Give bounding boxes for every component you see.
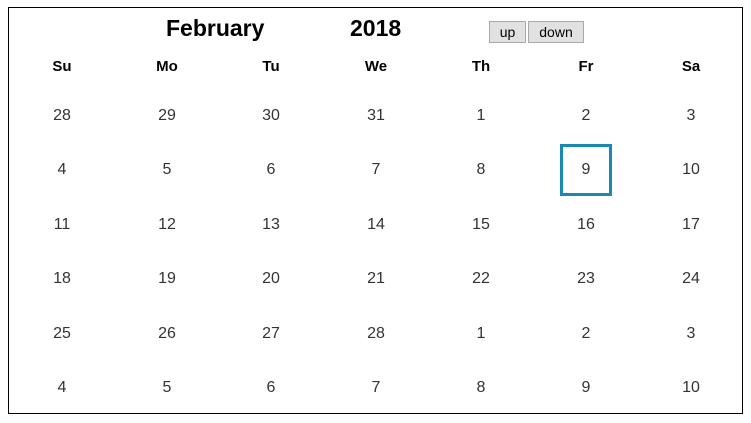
day-cell[interactable]: 3 bbox=[686, 107, 696, 124]
weekday-su: Su bbox=[52, 58, 72, 75]
day-cell[interactable]: 12 bbox=[158, 216, 176, 233]
calendar-header: February 2018 up down bbox=[9, 8, 742, 53]
day-cell[interactable]: 16 bbox=[577, 216, 595, 233]
weekday-we: We bbox=[364, 58, 388, 75]
weekday-header-row: Su Mo Tu We Th Fr Sa bbox=[9, 58, 742, 80]
day-cell[interactable]: 5 bbox=[162, 161, 172, 178]
day-cell[interactable]: 20 bbox=[262, 270, 280, 287]
year-label: 2018 bbox=[350, 15, 402, 41]
day-cell[interactable]: 11 bbox=[53, 216, 71, 233]
day-cell[interactable]: 6 bbox=[266, 379, 276, 396]
day-cell[interactable]: 1 bbox=[476, 325, 486, 342]
down-button[interactable]: down bbox=[528, 21, 584, 43]
day-cell[interactable]: 9 bbox=[581, 379, 591, 396]
month-label: February bbox=[166, 15, 265, 41]
day-cell[interactable]: 26 bbox=[158, 325, 176, 342]
day-cell[interactable]: 2 bbox=[581, 325, 591, 342]
weekday-th: Th bbox=[471, 58, 491, 75]
weekday-mo: Mo bbox=[156, 58, 178, 75]
day-cell[interactable]: 10 bbox=[682, 379, 700, 396]
day-cell[interactable]: 21 bbox=[367, 270, 385, 287]
day-cell[interactable]: 24 bbox=[682, 270, 700, 287]
day-cell[interactable]: 29 bbox=[158, 107, 176, 124]
day-grid: 28 29 30 31 1 2 3 4 5 6 7 8 9 10 11 12 13 14 15 16 17 18 19 20 2… bbox=[9, 8, 742, 413]
day-cell[interactable]: 4 bbox=[57, 379, 67, 396]
day-cell[interactable]: 4 bbox=[57, 161, 67, 178]
calendar-widget: February 2018 up down Su Mo Tu We Th Fr Sa 28 2… bbox=[8, 7, 743, 414]
day-cell[interactable]: 8 bbox=[476, 161, 486, 178]
up-button[interactable]: up bbox=[489, 21, 526, 43]
weekday-fr: Fr bbox=[578, 58, 594, 75]
day-cell[interactable]: 18 bbox=[53, 270, 71, 287]
day-cell[interactable]: 22 bbox=[472, 270, 490, 287]
weekday-sa: Sa bbox=[681, 58, 701, 75]
day-cell[interactable]: 6 bbox=[266, 161, 276, 178]
selected-day-cell[interactable]: 9 bbox=[560, 144, 612, 196]
day-cell[interactable]: 31 bbox=[367, 107, 385, 124]
day-cell[interactable]: 25 bbox=[53, 325, 71, 342]
day-cell[interactable]: 28 bbox=[53, 107, 71, 124]
day-cell[interactable]: 13 bbox=[262, 216, 280, 233]
day-cell[interactable]: 14 bbox=[367, 216, 385, 233]
day-cell[interactable]: 15 bbox=[472, 216, 490, 233]
day-cell[interactable]: 2 bbox=[581, 107, 591, 124]
day-cell[interactable]: 7 bbox=[371, 161, 381, 178]
day-cell[interactable]: 30 bbox=[262, 107, 280, 124]
day-cell[interactable]: 5 bbox=[162, 379, 172, 396]
day-cell[interactable]: 19 bbox=[158, 270, 176, 287]
day-cell[interactable]: 1 bbox=[476, 107, 486, 124]
day-cell[interactable]: 28 bbox=[367, 325, 385, 342]
day-cell[interactable]: 7 bbox=[371, 379, 381, 396]
day-cell[interactable]: 23 bbox=[577, 270, 595, 287]
day-cell[interactable]: 27 bbox=[262, 325, 280, 342]
day-cell[interactable]: 8 bbox=[476, 379, 486, 396]
day-cell[interactable]: 10 bbox=[682, 161, 700, 178]
day-cell[interactable]: 17 bbox=[682, 216, 700, 233]
weekday-tu: Tu bbox=[262, 58, 280, 75]
day-cell[interactable]: 3 bbox=[686, 325, 696, 342]
